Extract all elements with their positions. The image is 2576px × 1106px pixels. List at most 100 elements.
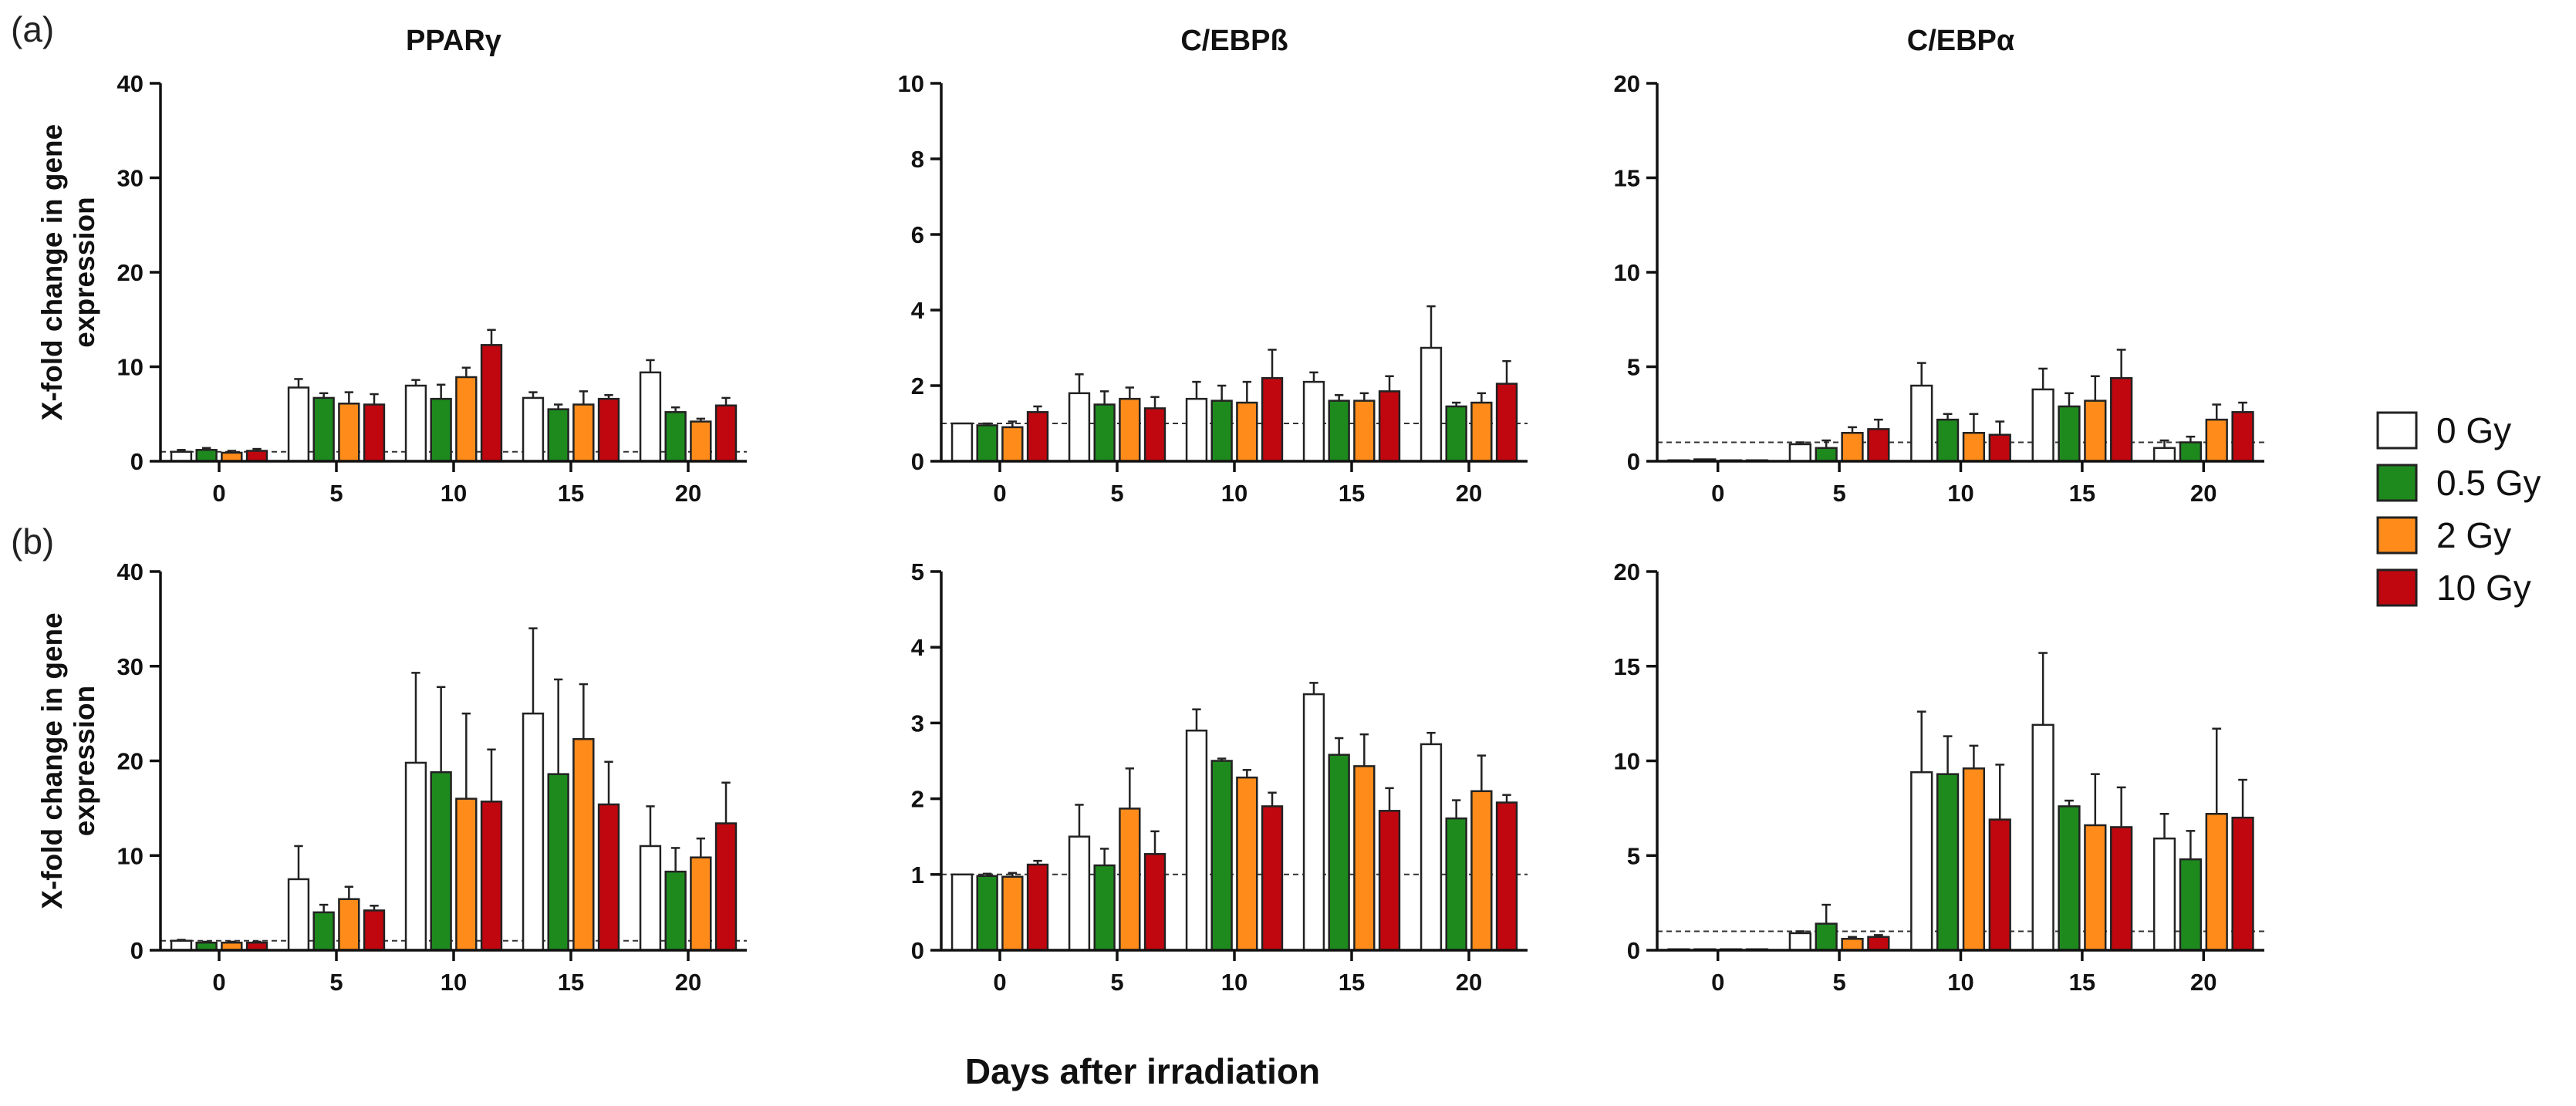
x-tick-label: 5	[1832, 480, 1845, 507]
legend-swatch-2gy	[2376, 516, 2418, 555]
y-axis-label-line1: X-fold change in gene	[36, 612, 68, 909]
bar	[1788, 932, 1811, 952]
y-tick-label: 0	[130, 448, 143, 475]
y-tick-label: 30	[117, 165, 143, 192]
bar	[1119, 397, 1141, 463]
bar	[1026, 863, 1049, 952]
bar	[639, 845, 662, 952]
legend-label-0gy: 0 Gy	[2436, 410, 2511, 450]
y-tick-label: 0	[911, 448, 924, 475]
bar	[2205, 418, 2228, 463]
bar	[1420, 346, 1443, 463]
bar	[2031, 388, 2054, 463]
bar	[1119, 808, 1141, 952]
bar	[597, 397, 620, 463]
bar	[480, 344, 503, 463]
bar	[363, 909, 386, 952]
y-tick-label: 2	[911, 373, 924, 400]
x-tick-label: 10	[1947, 480, 1973, 507]
y-tick-label: 5	[911, 558, 924, 585]
y-tick-label: 15	[1614, 653, 1640, 680]
bar	[287, 878, 310, 952]
y-tick-label: 40	[117, 558, 143, 585]
y-axis-label-line1: X-fold change in gene	[36, 124, 68, 420]
bar	[1068, 835, 1091, 952]
y-axis-label-line2: expression	[69, 197, 100, 347]
bar	[1867, 936, 1890, 952]
chart-b-1: 0 1 2 3 4 5 0 5 10 15 20	[911, 558, 1528, 996]
bar	[690, 856, 712, 952]
y-tick-label: 20	[117, 259, 143, 286]
y-tick-label: 10	[1614, 259, 1640, 286]
bar	[2152, 837, 2176, 952]
bar	[1867, 428, 1890, 463]
bar	[1445, 405, 1467, 463]
bar	[338, 898, 360, 952]
y-tick-label: 40	[117, 70, 143, 97]
bar	[195, 449, 218, 463]
x-tick-label: 0	[1711, 480, 1724, 507]
bar	[1026, 411, 1049, 463]
chart-b-0: 0 10 20 30 40 0 5 10 15 20 X-fold change in geneex…	[36, 558, 747, 996]
bar	[480, 801, 503, 952]
bar	[363, 403, 386, 463]
bar	[690, 420, 712, 463]
bar	[1261, 376, 1284, 463]
y-tick-label: 3	[911, 710, 924, 737]
y-axis-label: X-fold change in geneexpression	[36, 124, 100, 420]
bar	[1988, 433, 2011, 463]
bar	[2084, 400, 2107, 463]
y-tick-label: 20	[117, 748, 143, 775]
x-tick-label: 5	[1110, 969, 1123, 996]
x-tick-label: 10	[441, 480, 467, 507]
x-tick-label: 5	[1832, 969, 1845, 996]
bar	[2084, 824, 2107, 952]
bar	[1841, 432, 1864, 463]
bar	[1068, 392, 1091, 463]
y-tick-label: 4	[911, 634, 925, 661]
bar	[1236, 401, 1258, 463]
bar	[338, 403, 360, 463]
x-tick-label: 0	[993, 969, 1006, 996]
y-tick-label: 0	[130, 937, 143, 964]
x-tick-label: 20	[1456, 969, 1482, 996]
x-tick-label: 5	[329, 480, 343, 507]
bar	[1910, 770, 1933, 952]
bar	[2058, 405, 2081, 463]
x-tick-label: 15	[1339, 480, 1365, 507]
bar	[1910, 384, 1933, 463]
bar	[455, 376, 478, 463]
bar	[1936, 773, 1960, 952]
legend: 0 Gy 0.5 Gy 2 Gy 10 Gy	[2376, 410, 2541, 608]
bar	[547, 773, 569, 952]
x-tick-label: 20	[675, 480, 701, 507]
bar	[2152, 447, 2176, 463]
bar	[1988, 818, 2011, 952]
panel-label-a: (a)	[11, 9, 54, 49]
bar	[1378, 390, 1401, 463]
bar	[404, 384, 427, 463]
y-tick-label: 2	[911, 786, 924, 813]
x-tick-label: 20	[1456, 480, 1482, 507]
y-axis-label: X-fold change in geneexpression	[36, 612, 100, 909]
bar	[170, 939, 193, 952]
bar	[950, 422, 974, 463]
bar	[1210, 760, 1233, 952]
bar	[1210, 400, 1233, 463]
y-tick-label: 15	[1614, 165, 1640, 192]
chart-a-1: C/EBPß 0 2 4 6 8 10 0 5 10 15 20	[898, 25, 1528, 507]
bar	[572, 738, 595, 952]
y-tick-label: 30	[117, 653, 143, 680]
bar	[1495, 801, 1518, 952]
bar	[287, 386, 310, 463]
y-tick-label: 1	[911, 862, 924, 889]
x-tick-label: 0	[993, 480, 1006, 507]
x-tick-label: 5	[329, 969, 343, 996]
y-tick-label: 5	[1627, 842, 1640, 869]
chart-title: C/EBPα	[1907, 25, 2015, 57]
bar	[1236, 776, 1258, 952]
x-tick-label: 15	[2069, 969, 2095, 996]
bar	[2110, 826, 2133, 952]
bar	[170, 450, 193, 463]
